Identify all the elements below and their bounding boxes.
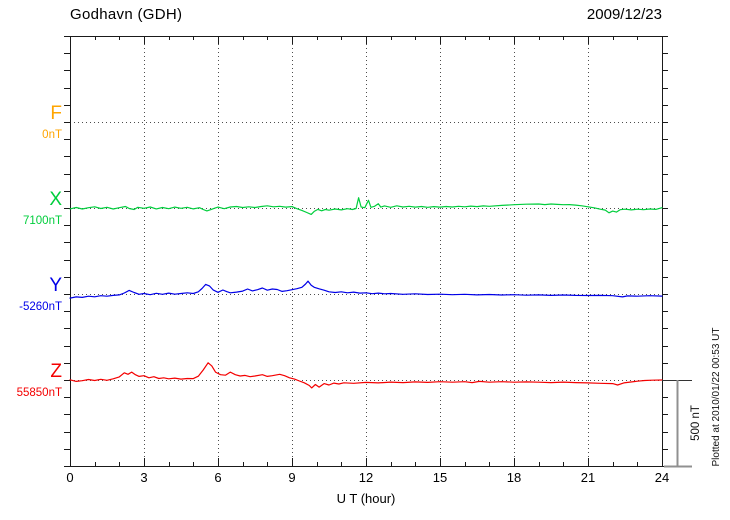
trace-Y xyxy=(69,280,663,299)
component-letter-Z: Z xyxy=(50,361,62,382)
component-baseline-F: 0nT xyxy=(42,129,62,141)
component-letter-F: F xyxy=(50,103,62,124)
x-axis-label: U T (hour) xyxy=(336,491,396,506)
scale-bar-label: 500 nT xyxy=(690,405,702,441)
x-tick-label-0: 0 xyxy=(66,470,74,485)
component-letter-X: X xyxy=(49,189,62,210)
plotted-timestamp-note: Plotted at 2010/01/22 00:53 UT xyxy=(711,327,722,467)
trace-X xyxy=(69,197,663,215)
component-label-Y: Y -5260nT xyxy=(0,276,62,314)
x-tick-label-3: 3 xyxy=(140,470,148,485)
component-label-Z: Z 55850nT xyxy=(0,362,62,400)
component-baseline-Z: 55850nT xyxy=(16,387,62,399)
component-letter-Y: Y xyxy=(49,275,62,296)
x-tick-label-12: 12 xyxy=(358,470,374,485)
component-baseline-X: 7100nT xyxy=(22,215,62,227)
component-label-X: X 7100nT xyxy=(0,190,62,228)
x-tick-label-9: 9 xyxy=(288,470,296,485)
trace-Z xyxy=(69,362,663,389)
plot-date: 2009/12/23 xyxy=(586,6,662,23)
x-tick-label-21: 21 xyxy=(580,470,596,485)
x-tick-label-24: 24 xyxy=(654,470,670,485)
x-tick-label-18: 18 xyxy=(506,470,522,485)
component-label-F: F 0nT xyxy=(0,104,62,142)
x-tick-label-15: 15 xyxy=(432,470,448,485)
station-title: Godhavn (GDH) xyxy=(70,6,183,23)
x-tick-label-6: 6 xyxy=(214,470,222,485)
component-baseline-Y: -5260nT xyxy=(19,301,62,313)
